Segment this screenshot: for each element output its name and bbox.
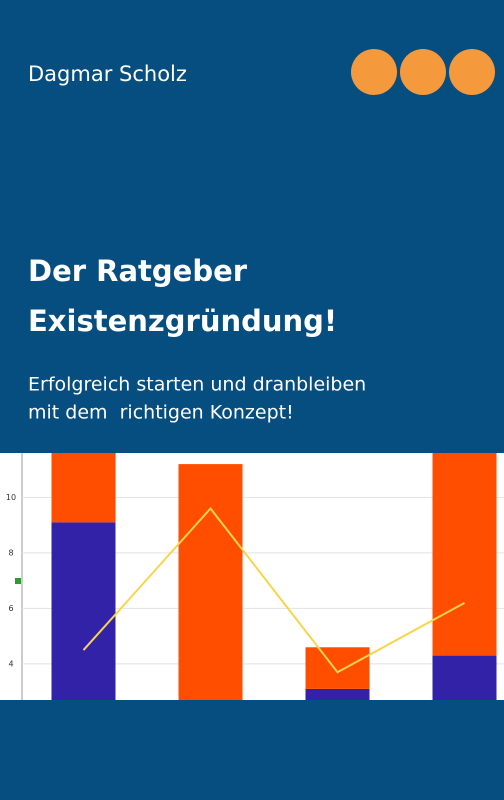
- bar-segment: [305, 647, 370, 689]
- bar-segment: [432, 453, 497, 656]
- bar-segment: [51, 453, 116, 523]
- chart: [22, 453, 504, 700]
- trend-line: [82, 506, 465, 674]
- y-tick-label: 6: [8, 604, 13, 613]
- marker: [15, 578, 21, 584]
- dot: [400, 49, 446, 95]
- y-tick-label: 8: [8, 548, 13, 557]
- title-line: Existenzgründung!: [28, 304, 337, 338]
- bar-segment: [432, 655, 497, 700]
- bar-segment: [51, 522, 116, 700]
- dot: [351, 49, 397, 95]
- y-tick-label: 4: [8, 659, 13, 668]
- subtitle-line: mit dem richtigen Konzept!: [28, 402, 294, 424]
- author: Dagmar Scholz: [28, 62, 187, 86]
- title-line: Der Ratgeber: [28, 254, 248, 288]
- subtitle-line: Erfolgreich starten und dranbleiben: [28, 374, 366, 396]
- dot: [449, 49, 495, 95]
- bar-segment: [178, 464, 243, 700]
- bar-segment: [305, 688, 370, 700]
- y-tick-label: 10: [6, 493, 16, 502]
